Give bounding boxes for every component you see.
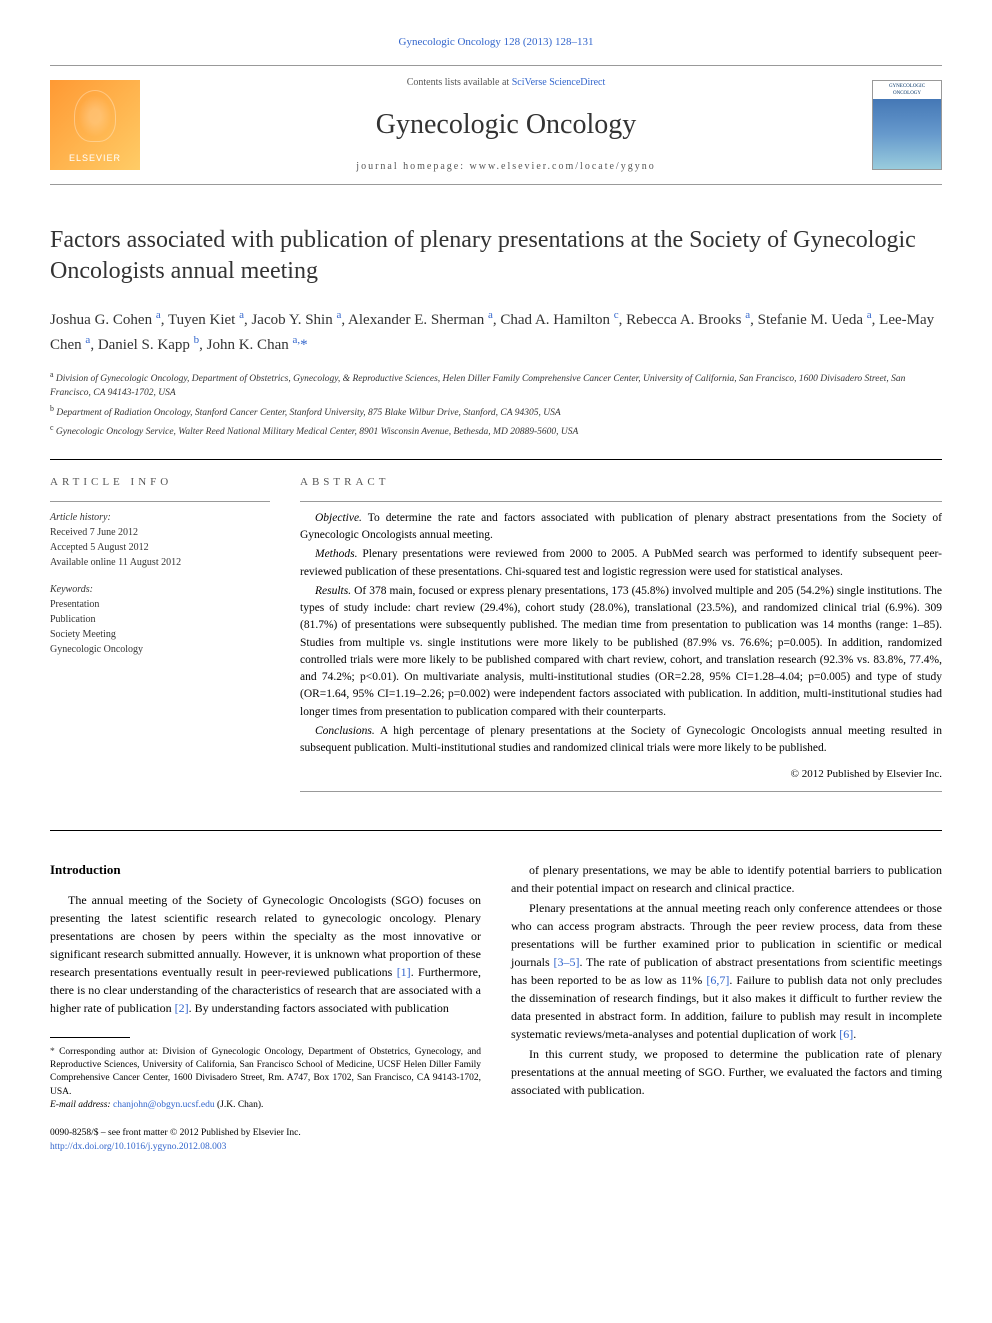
- journal-homepage: journal homepage: www.elsevier.com/locat…: [140, 160, 872, 174]
- accepted-date: Accepted 5 August 2012: [50, 540, 270, 555]
- affiliation-line: b Department of Radiation Oncology, Stan…: [50, 403, 942, 420]
- conclusions-label: Conclusions.: [315, 725, 375, 737]
- journal-citation[interactable]: Gynecologic Oncology 128 (2013) 128–131: [50, 30, 942, 55]
- results-label: Results.: [315, 585, 351, 597]
- front-matter-text: 0090-8258/$ – see front matter © 2012 Pu…: [50, 1127, 481, 1140]
- journal-cover-thumbnail: GYNECOLOGIC ONCOLOGY: [872, 80, 942, 170]
- keywords-list: PresentationPublicationSociety MeetingGy…: [50, 597, 270, 657]
- methods-label: Methods.: [315, 548, 357, 560]
- keyword: Presentation: [50, 597, 270, 612]
- keyword: Gynecologic Oncology: [50, 642, 270, 657]
- contents-line: Contents lists available at SciVerse Sci…: [140, 76, 872, 90]
- citation-link[interactable]: [1]: [397, 965, 411, 979]
- keyword: Society Meeting: [50, 627, 270, 642]
- affiliation-line: a Division of Gynecologic Oncology, Depa…: [50, 369, 942, 401]
- affiliations: a Division of Gynecologic Oncology, Depa…: [50, 369, 942, 439]
- methods-text: Plenary presentations were reviewed from…: [300, 548, 942, 577]
- left-body-column: Introduction The annual meeting of the S…: [50, 861, 481, 1154]
- cover-label: GYNECOLOGIC ONCOLOGY: [873, 81, 941, 99]
- citation-link[interactable]: [6,7]: [706, 973, 729, 987]
- keywords-label: Keywords:: [50, 582, 270, 597]
- history-label: Article history:: [50, 510, 270, 525]
- divider: [300, 501, 942, 502]
- online-date: Available online 11 August 2012: [50, 555, 270, 570]
- divider: [50, 459, 942, 460]
- objective-label: Objective.: [315, 512, 362, 524]
- journal-header: ELSEVIER Contents lists available at Sci…: [50, 65, 942, 184]
- affiliation-line: c Gynecologic Oncology Service, Walter R…: [50, 422, 942, 439]
- article-info-header: ARTICLE INFO: [50, 475, 270, 490]
- contents-prefix: Contents lists available at: [407, 77, 512, 88]
- results-text: Of 378 main, focused or express plenary …: [300, 585, 942, 718]
- corresponding-author-footnote: * Corresponding author at: Division of G…: [50, 1046, 481, 1099]
- corresponding-text: Corresponding author at: Division of Gyn…: [50, 1047, 481, 1097]
- email-label: E-mail address:: [50, 1100, 111, 1110]
- divider: [300, 791, 942, 792]
- footnote-separator: [50, 1037, 130, 1038]
- introduction-heading: Introduction: [50, 861, 481, 879]
- objective-text: To determine the rate and factors associ…: [300, 512, 942, 541]
- conclusions-text: A high percentage of plenary presentatio…: [300, 725, 942, 754]
- body-paragraph: of plenary presentations, we may be able…: [511, 861, 942, 897]
- article-title: Factors associated with publication of p…: [50, 225, 942, 287]
- body-paragraph: The annual meeting of the Society of Gyn…: [50, 891, 481, 1017]
- email-link[interactable]: chanjohn@obgyn.ucsf.edu: [113, 1100, 215, 1110]
- author-list: Joshua G. Cohen a, Tuyen Kiet a, Jacob Y…: [50, 307, 942, 357]
- citation-link[interactable]: [2]: [175, 1001, 189, 1015]
- citation-link[interactable]: [3–5]: [553, 955, 579, 969]
- abstract-column: ABSTRACT Objective. To determine the rat…: [300, 475, 942, 799]
- doi-link[interactable]: http://dx.doi.org/10.1016/j.ygyno.2012.0…: [50, 1142, 226, 1152]
- email-suffix: (J.K. Chan).: [217, 1100, 263, 1110]
- sciencedirect-link[interactable]: SciVerse ScienceDirect: [512, 77, 606, 88]
- body-paragraph: Plenary presentations at the annual meet…: [511, 899, 942, 1043]
- citation-link[interactable]: [6]: [839, 1027, 853, 1041]
- email-footnote: E-mail address: chanjohn@obgyn.ucsf.edu …: [50, 1099, 481, 1112]
- journal-header-center: Contents lists available at SciVerse Sci…: [140, 76, 872, 173]
- received-date: Received 7 June 2012: [50, 525, 270, 540]
- abstract-body: Objective. To determine the rate and fac…: [300, 510, 942, 758]
- keyword: Publication: [50, 612, 270, 627]
- journal-name: Gynecologic Oncology: [140, 105, 872, 144]
- abstract-header: ABSTRACT: [300, 475, 942, 490]
- copyright-line: © 2012 Published by Elsevier Inc.: [300, 767, 942, 782]
- publisher-logo: ELSEVIER: [50, 80, 140, 170]
- right-body-column: of plenary presentations, we may be able…: [511, 861, 942, 1154]
- divider: [50, 830, 942, 831]
- body-paragraph: In this current study, we proposed to de…: [511, 1045, 942, 1099]
- divider: [50, 501, 270, 502]
- body-columns: Introduction The annual meeting of the S…: [50, 861, 942, 1154]
- front-matter: 0090-8258/$ – see front matter © 2012 Pu…: [50, 1127, 481, 1154]
- publisher-name: ELSEVIER: [69, 152, 121, 165]
- article-info-column: ARTICLE INFO Article history: Received 7…: [50, 475, 270, 799]
